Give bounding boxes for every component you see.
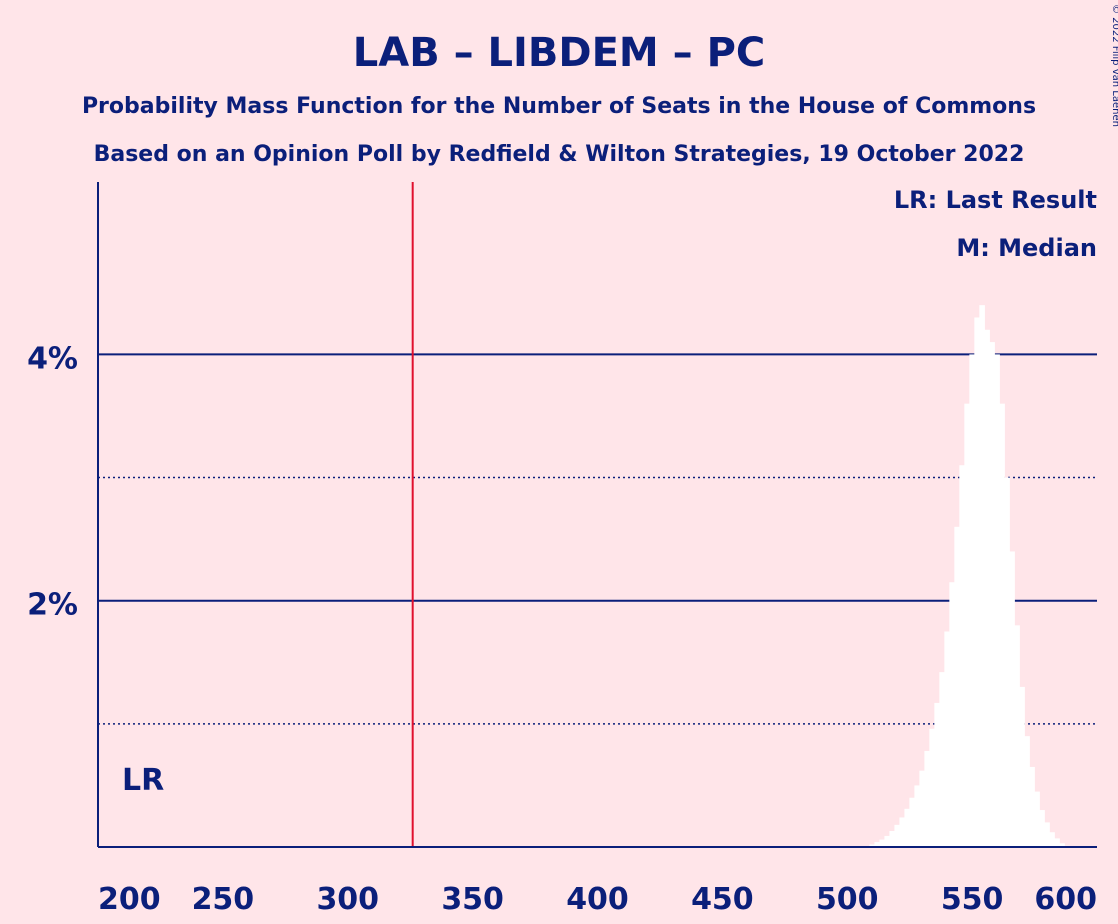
seat-bar <box>1024 736 1030 847</box>
seat-bar <box>1034 791 1040 847</box>
seat-bar <box>994 354 1000 847</box>
seat-bar <box>979 305 985 847</box>
y-tick-label: 2% <box>27 588 78 623</box>
seat-bar <box>1014 625 1020 847</box>
seat-bar <box>914 785 920 847</box>
x-tick-label: 350 <box>441 882 504 917</box>
x-tick-label: 550 <box>941 882 1004 917</box>
seat-bar <box>984 329 990 847</box>
seat-bar <box>1049 832 1055 847</box>
bars-layer <box>869 305 1070 847</box>
y-tick-label: 4% <box>27 341 78 376</box>
seat-bar <box>969 354 975 847</box>
seat-bar <box>1054 838 1060 847</box>
seat-bar <box>934 702 940 847</box>
seat-bar <box>944 631 950 847</box>
x-tick-label: 250 <box>192 882 255 917</box>
seat-bar <box>1039 810 1045 847</box>
x-tick-labels: 200 250 300 350 400 450 500 550 600 <box>98 882 1097 917</box>
chart-subtitle-line-1: Probability Mass Function for the Number… <box>82 94 1036 119</box>
seat-bar <box>924 750 930 847</box>
x-tick-label: 300 <box>316 882 379 917</box>
seat-bar <box>929 728 935 847</box>
x-tick-label: 450 <box>691 882 754 917</box>
seat-bar <box>1059 843 1065 847</box>
seat-bar <box>949 582 955 847</box>
seat-bar <box>1004 477 1010 847</box>
chart-title: LAB – LIBDEM – PC <box>353 30 766 76</box>
legend-median: M: Median <box>956 234 1097 262</box>
x-tick-label: 400 <box>566 882 629 917</box>
seat-bar <box>1044 822 1050 847</box>
x-tick-label: 500 <box>816 882 879 917</box>
seat-bar <box>974 317 980 847</box>
legend-last-result: LR: Last Result <box>894 186 1097 214</box>
chart-subtitle-line-2: Based on an Opinion Poll by Redfield & W… <box>94 142 1025 167</box>
x-tick-label: 200 <box>98 882 161 917</box>
seat-bar <box>999 403 1005 847</box>
seat-bar <box>894 824 900 847</box>
seat-bar <box>904 808 910 847</box>
seat-bar <box>919 770 925 847</box>
seat-bar <box>1019 686 1025 847</box>
x-tick-label: 600 <box>1034 882 1097 917</box>
seat-bar <box>869 844 876 847</box>
seat-bar <box>939 672 945 847</box>
seat-bar <box>959 465 965 847</box>
gridlines <box>98 353 1097 725</box>
seat-bar <box>1029 766 1035 847</box>
seat-bar <box>1009 551 1015 847</box>
seat-bar <box>954 526 960 847</box>
seat-bar <box>874 842 881 847</box>
seat-bar <box>909 797 915 847</box>
seat-bar <box>989 342 995 847</box>
seat-bar <box>879 839 886 847</box>
seat-bar <box>899 817 905 847</box>
seat-bar <box>889 830 896 847</box>
y-tick-labels: 2% 4% <box>27 341 78 622</box>
seat-bar <box>884 835 891 847</box>
seat-bar <box>964 403 970 847</box>
copyright-notice: © 2022 Filip van Laenen <box>1110 4 1118 127</box>
last-result-label: LR <box>122 763 164 798</box>
